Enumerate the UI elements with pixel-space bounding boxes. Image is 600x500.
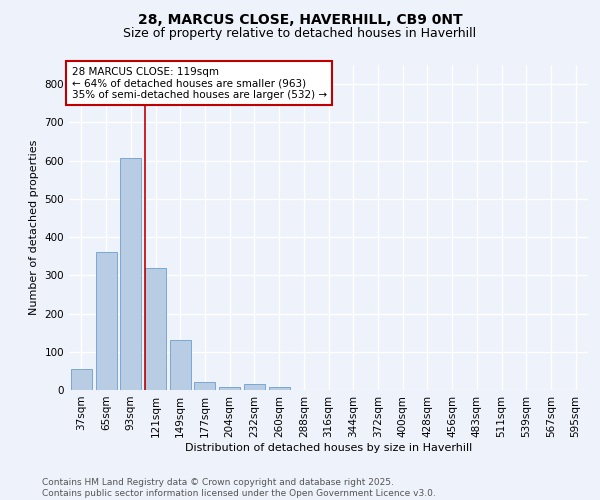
Text: 28 MARCUS CLOSE: 119sqm
← 64% of detached houses are smaller (963)
35% of semi-d: 28 MARCUS CLOSE: 119sqm ← 64% of detache… bbox=[71, 66, 327, 100]
Bar bbox=[244, 384, 265, 390]
Bar bbox=[145, 268, 166, 390]
Text: Contains HM Land Registry data © Crown copyright and database right 2025.
Contai: Contains HM Land Registry data © Crown c… bbox=[42, 478, 436, 498]
Bar bbox=[170, 340, 191, 390]
Bar bbox=[120, 158, 141, 390]
Bar bbox=[269, 387, 290, 390]
X-axis label: Distribution of detached houses by size in Haverhill: Distribution of detached houses by size … bbox=[185, 442, 472, 452]
Text: Size of property relative to detached houses in Haverhill: Size of property relative to detached ho… bbox=[124, 28, 476, 40]
Bar bbox=[219, 387, 240, 390]
Bar bbox=[71, 369, 92, 390]
Text: 28, MARCUS CLOSE, HAVERHILL, CB9 0NT: 28, MARCUS CLOSE, HAVERHILL, CB9 0NT bbox=[137, 12, 463, 26]
Bar bbox=[194, 382, 215, 390]
Bar bbox=[95, 252, 116, 390]
Y-axis label: Number of detached properties: Number of detached properties bbox=[29, 140, 39, 315]
